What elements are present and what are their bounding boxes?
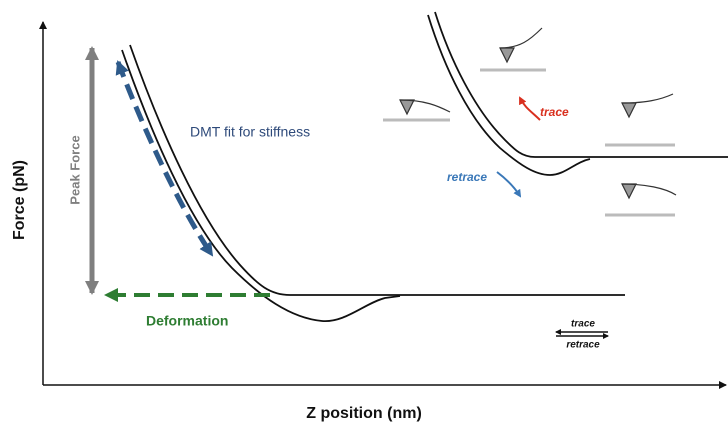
retrace-curve (122, 50, 400, 321)
deformation-label: Deformation (146, 313, 228, 329)
peak-force-label: Peak Force (67, 135, 82, 204)
cantilever-icons (383, 28, 676, 215)
dmt-fit-label: DMT fit for stiffness (190, 124, 310, 140)
trace-curve (130, 45, 625, 295)
legend: trace retrace (556, 319, 608, 351)
inset-trace-arrow (520, 98, 540, 120)
inset-retrace-curve (428, 15, 590, 175)
x-axis-label: Z position (nm) (306, 405, 422, 422)
legend-trace: trace (571, 319, 595, 330)
inset-trace-label: trace (540, 105, 569, 119)
inset-trace-curve (435, 12, 728, 157)
diagram: Force (pN) Z position (nm) Peak Force DM… (0, 0, 728, 435)
legend-retrace: retrace (566, 340, 600, 351)
y-axis-label: Force (pN) (11, 160, 28, 240)
inset-retrace-label: retrace (447, 170, 487, 184)
inset-retrace-arrow (497, 172, 520, 196)
